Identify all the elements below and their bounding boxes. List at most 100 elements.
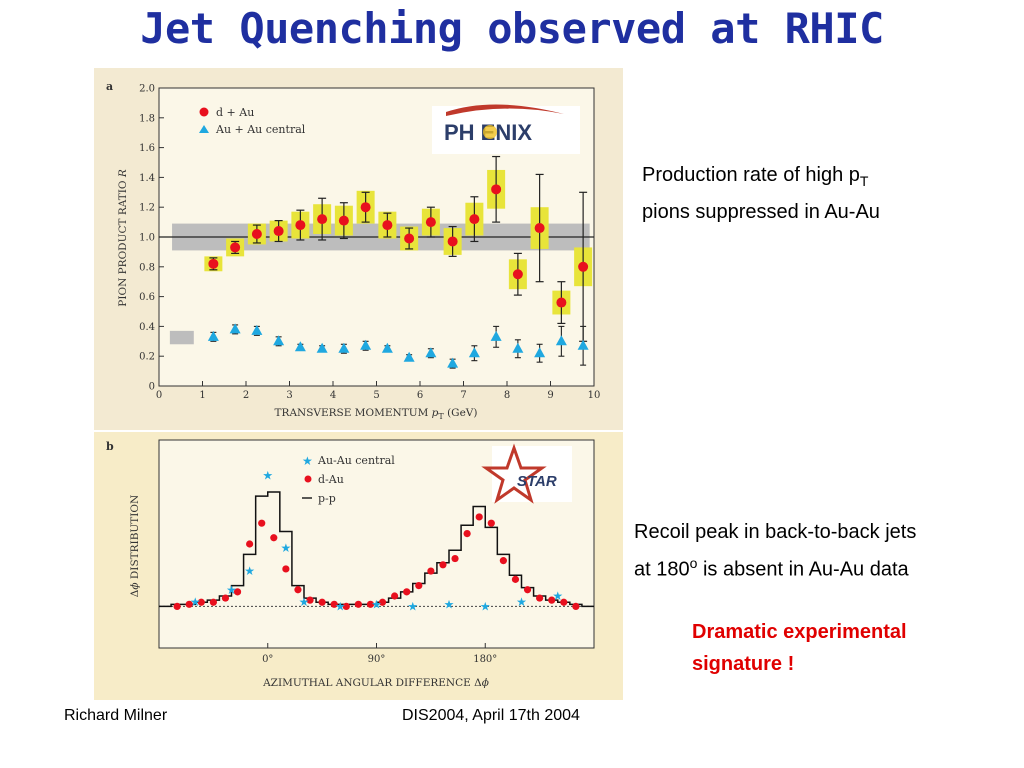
dau-data-point — [208, 258, 219, 269]
pp-histogram — [159, 491, 594, 608]
dau-point — [342, 602, 350, 611]
highlight-note: Dramatic experimental signature ! — [692, 616, 907, 680]
auau-star-point: ★ — [480, 599, 491, 613]
highlight-line1: Dramatic experimental — [692, 621, 907, 643]
auau-data-point — [294, 341, 306, 352]
legend-dau-circle-marker — [304, 475, 312, 483]
legend-auau-central-label: Au-Au central — [317, 454, 395, 467]
dau-point — [233, 588, 242, 596]
auau-star-point: ★ — [244, 564, 255, 578]
star-note-line2: at 180o is absent in Au-Au data — [634, 548, 916, 586]
auau-star-point: ★ — [262, 468, 273, 482]
dau-point — [318, 598, 326, 606]
auau-data-point — [381, 342, 393, 353]
auau-data-point — [468, 347, 480, 358]
auau-star-point: ★ — [552, 589, 563, 603]
dau-point — [270, 534, 278, 542]
dau-point — [536, 594, 544, 602]
legend-pp-label: p-p — [318, 492, 336, 505]
x-tick-label: 0 — [156, 390, 162, 401]
dau-point — [173, 602, 181, 611]
dau-data-point — [425, 217, 436, 228]
dau-point — [403, 588, 411, 596]
panel-b-ylabel: Δϕ DISTRIBUTION — [129, 495, 141, 597]
y-tick-label: 2.0 — [139, 84, 155, 95]
dau-data-point — [556, 297, 567, 308]
star-note-line1: Recoil peak in back-to-back jets — [634, 521, 917, 543]
dau-data-point — [469, 214, 480, 225]
dau-data-point — [534, 223, 545, 234]
dau-point — [463, 530, 471, 538]
dau-point — [221, 594, 230, 602]
dau-data-point — [382, 220, 393, 231]
x-tick-label: 3 — [286, 390, 292, 401]
phenix-note: Production rate of high pT pions suppres… — [642, 160, 880, 228]
x-tick-label: 180° — [473, 654, 497, 665]
y-tick-label: 0.6 — [139, 292, 155, 303]
dau-point — [415, 582, 423, 590]
auau-star-point: ★ — [299, 595, 310, 609]
dau-data-point — [491, 184, 502, 195]
dau-point — [439, 561, 447, 569]
auau-star-point: ★ — [335, 599, 346, 613]
dau-data-point — [360, 202, 371, 213]
x-tick-label: 9 — [547, 390, 553, 401]
dau-point — [391, 592, 399, 600]
phenix-note-line2: pions suppressed in Au-Au — [642, 201, 880, 223]
auau-star-point: ★ — [407, 599, 418, 613]
dau-point — [572, 602, 580, 611]
dau-point — [499, 557, 507, 565]
legend-auau-star-marker: ★ — [302, 454, 313, 468]
x-tick-label: 4 — [330, 390, 336, 401]
slide-title: Jet Quenching observed at RHIC — [140, 4, 884, 53]
phenix-note-text: Production rate of high p — [642, 164, 860, 186]
dau-point — [560, 598, 568, 606]
auau-star-point: ★ — [444, 597, 455, 611]
auau-star-point: ★ — [226, 583, 237, 597]
x-tick-label: 7 — [460, 390, 466, 401]
y-tick-label: 0.4 — [139, 322, 155, 333]
auau-star-point: ★ — [190, 595, 201, 609]
dau-data-point — [338, 215, 349, 226]
dau-data-point — [230, 242, 241, 253]
panel-a-xlabel: TRANSVERSE MOMENTUM pT (GeV) — [275, 407, 478, 421]
x-tick-label: 2 — [243, 390, 249, 401]
dau-point — [378, 598, 387, 606]
dau-point — [258, 519, 266, 527]
dau-point — [511, 575, 520, 583]
dau-point — [209, 598, 217, 606]
auau-data-point — [512, 342, 524, 353]
x-tick-label: 6 — [417, 390, 423, 401]
x-tick-label: 1 — [199, 390, 205, 401]
y-tick-label: 1.6 — [139, 143, 155, 154]
auau-star-point: ★ — [280, 541, 291, 555]
dau-point — [427, 567, 435, 575]
auau-normalization-box — [169, 330, 194, 345]
auau-data-point — [316, 342, 328, 353]
auau-data-point — [577, 339, 589, 350]
dau-data-point — [447, 236, 458, 247]
legend-dau-b-label: d-Au — [318, 473, 344, 486]
dau-point — [487, 519, 495, 527]
dau-data-point — [251, 229, 262, 240]
auau-data-point — [534, 347, 546, 358]
y-tick-label: 0.8 — [139, 262, 155, 273]
footer-author: Richard Milner — [64, 707, 168, 724]
panel-a-label: a — [106, 80, 113, 93]
dau-point — [523, 586, 532, 594]
auau-data-point — [425, 347, 437, 358]
auau-data-point — [360, 339, 372, 350]
phenix-note-line1: Production rate of high pT — [642, 160, 880, 197]
dau-point — [185, 600, 193, 608]
panel-b-xlabel: AZIMUTHAL ANGULAR DIFFERENCE Δϕ — [262, 677, 489, 689]
star-note-pre: at 180 — [634, 558, 690, 581]
dau-point — [548, 596, 556, 604]
footer-event: DIS2004, April 17th 2004 — [402, 707, 580, 724]
highlight-line2: signature ! — [692, 653, 795, 675]
auau-data-point — [229, 323, 241, 334]
y-tick-label: 0.2 — [139, 352, 155, 363]
legend-dau-marker — [199, 107, 209, 117]
y-tick-label: 1.4 — [139, 173, 155, 184]
auau-star-point: ★ — [371, 597, 382, 611]
dau-data-point — [404, 233, 415, 244]
